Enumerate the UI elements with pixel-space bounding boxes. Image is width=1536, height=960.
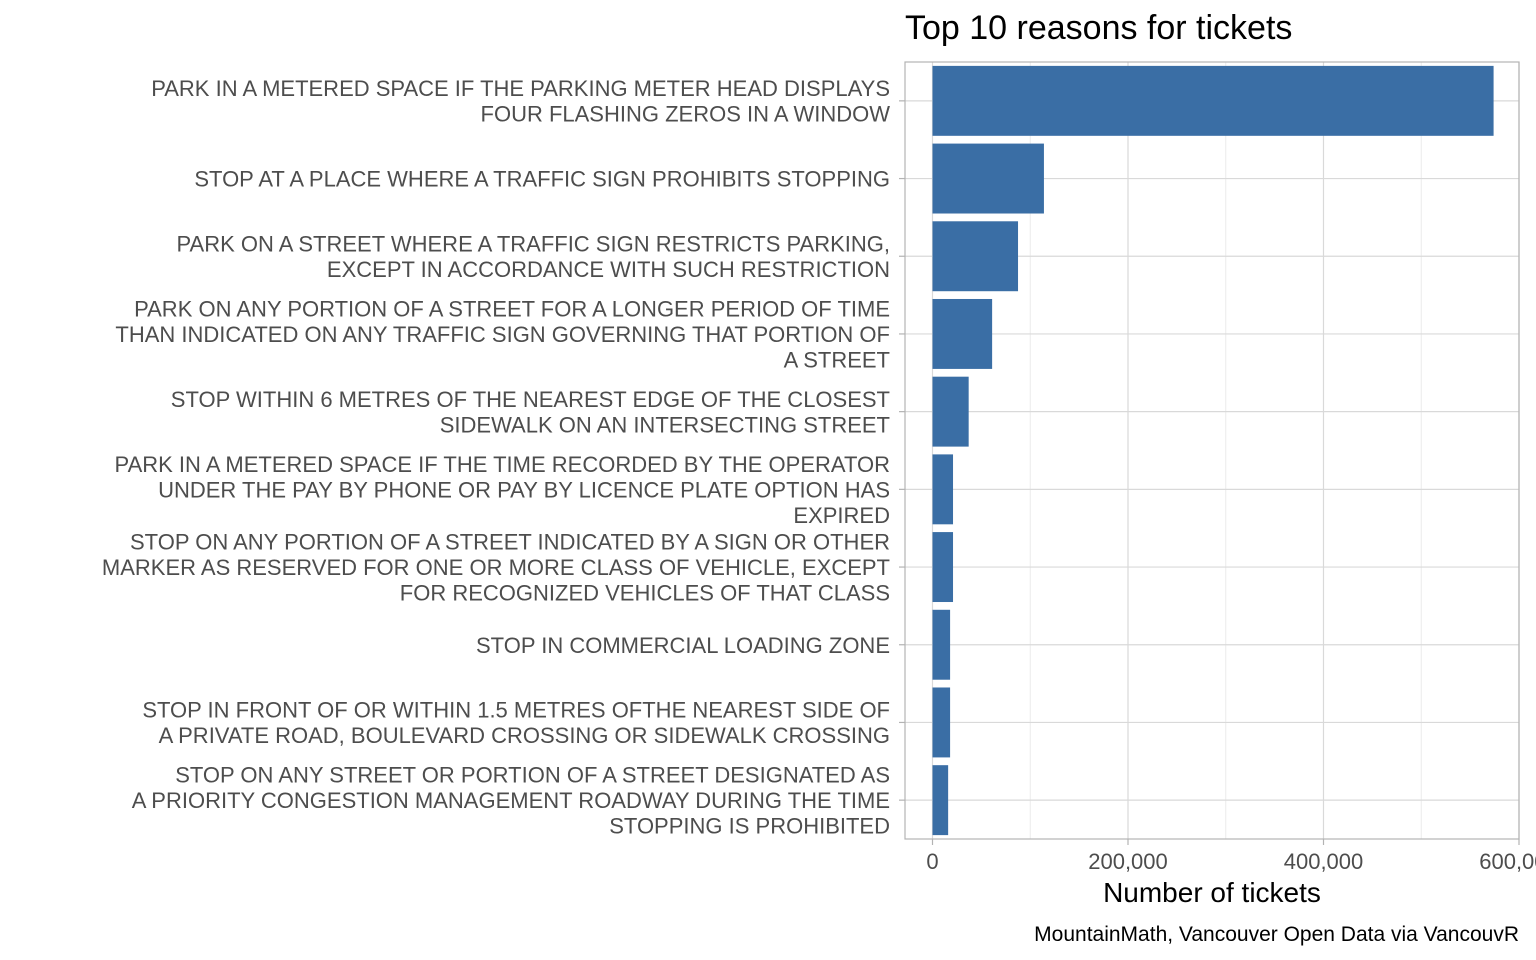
axis-ticks — [899, 100, 1520, 845]
category-label: STOP AT A PLACE WHERE A TRAFFIC SIGN PRO… — [194, 167, 890, 192]
bar — [932, 609, 951, 680]
bar — [932, 765, 949, 836]
category-label: PARK ON ANY PORTION OF A STREET FOR A LO… — [115, 296, 890, 372]
plot-panel-border — [904, 61, 1520, 840]
bar — [932, 221, 1019, 292]
category-label: STOP ON ANY PORTION OF A STREET INDICATE… — [102, 530, 890, 606]
bar — [932, 376, 969, 447]
chart-title: Top 10 reasons for tickets — [905, 9, 1292, 47]
x-tick-label: 600,000 — [1479, 849, 1536, 874]
category-label: STOP ON ANY STREET OR PORTION OF A STREE… — [132, 763, 890, 839]
x-axis-title: Number of tickets — [1103, 877, 1321, 908]
bar — [932, 65, 1494, 136]
x-tick-labels: 0 200,000 400,000 600,000 — [926, 849, 1536, 874]
category-labels: PARK IN A METERED SPACE IF THE PARKING M… — [102, 76, 890, 839]
bar — [932, 298, 993, 369]
x-tick-label: 200,000 — [1088, 849, 1168, 874]
category-label: PARK ON A STREET WHERE A TRAFFIC SIGN RE… — [177, 232, 891, 283]
category-label: STOP WITHIN 6 METRES OF THE NEAREST EDGE… — [171, 387, 890, 438]
category-label: STOP IN COMMERCIAL LOADING ZONE — [476, 633, 890, 658]
x-tick-label: 0 — [926, 849, 938, 874]
category-label: PARK IN A METERED SPACE IF THE PARKING M… — [151, 76, 890, 127]
grid — [905, 62, 1520, 839]
bar — [932, 532, 954, 603]
bar — [932, 454, 954, 525]
chart-caption: MountainMath, Vancouver Open Data via Va… — [1034, 923, 1519, 946]
bar — [932, 143, 1044, 214]
category-label: PARK IN A METERED SPACE IF THE TIME RECO… — [115, 452, 890, 528]
category-label: STOP IN FRONT OF OR WITHIN 1.5 METRES OF… — [142, 698, 890, 749]
bars — [932, 65, 1494, 836]
x-tick-label: 400,000 — [1284, 849, 1364, 874]
bar — [932, 687, 951, 758]
